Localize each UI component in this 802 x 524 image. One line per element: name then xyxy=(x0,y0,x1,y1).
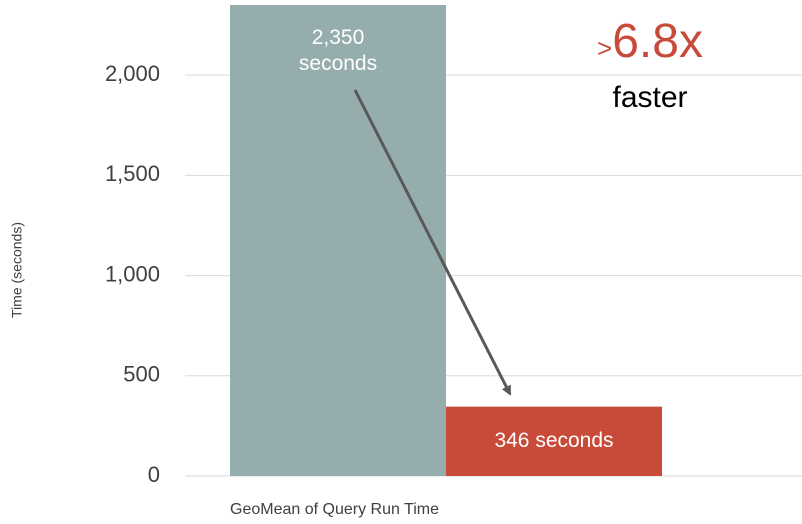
y-tick-label: 1,500 xyxy=(105,161,160,186)
y-tick-label: 2,000 xyxy=(105,61,160,86)
bar xyxy=(446,406,662,476)
annotation-text: 6.8x xyxy=(612,15,703,68)
annotation-prefix: > xyxy=(597,33,613,63)
y-tick-label: 0 xyxy=(148,462,160,487)
data-label: 2,350 seconds xyxy=(298,26,378,75)
bar xyxy=(230,5,446,476)
y-tick-label: 1,000 xyxy=(105,261,160,286)
annotation: >6.8x faster xyxy=(520,14,780,115)
annotation-ratio: >6.8x xyxy=(520,14,780,81)
x-tick-label: GeoMean of Query Run Time xyxy=(230,501,439,518)
data-label: 346 seconds xyxy=(494,429,614,453)
y-axis-label: Time (seconds) xyxy=(9,222,25,318)
annotation-caption: faster xyxy=(612,81,688,114)
arrow xyxy=(353,89,512,396)
y-tick-label: 500 xyxy=(123,362,160,387)
